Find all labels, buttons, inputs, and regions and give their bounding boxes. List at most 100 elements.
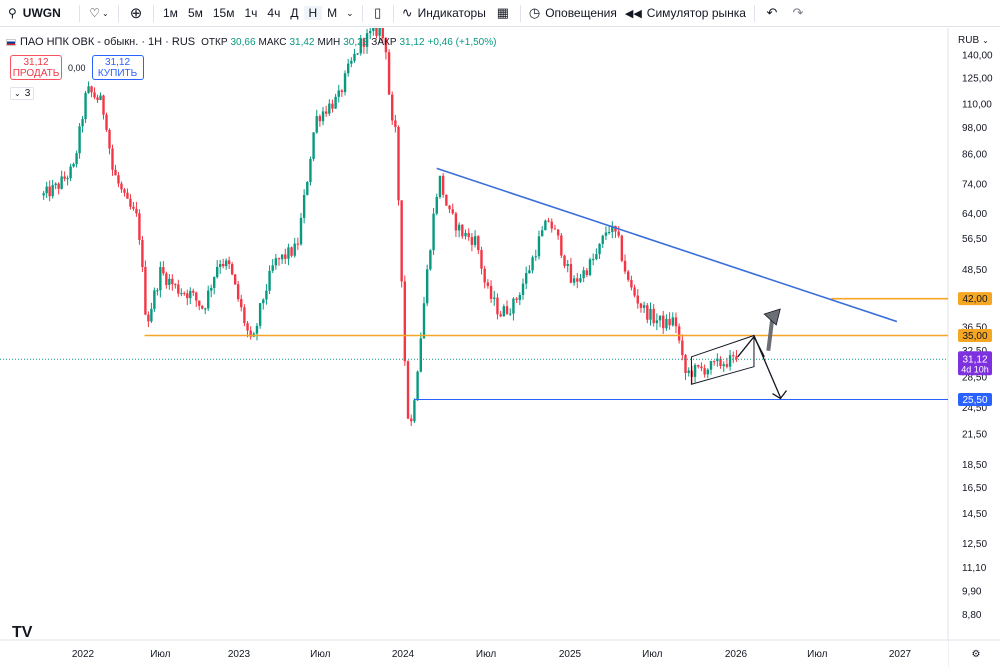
add-symbol-icon[interactable]: ⊕ — [129, 5, 143, 22]
bar-countdown-label: 4d 10h — [961, 364, 989, 374]
plot-area[interactable] — [0, 28, 948, 427]
separator — [153, 4, 154, 22]
alarm-clock-icon: ◷ — [528, 5, 541, 20]
alerts-button[interactable]: ◷ Оповещения — [525, 0, 621, 27]
price-chart[interactable]: 140,00 125,00 110,00 98,00 86,00 74,00 64,00 56… — [0, 28, 1000, 667]
candle-body — [722, 364, 725, 367]
x-tick-label: 2022 — [72, 649, 95, 660]
trade-buttons: 31,12 ПРОДАТЬ 0,00 31,12 КУПИТЬ — [10, 55, 144, 80]
candle-body — [521, 283, 525, 295]
alerts-label: Оповещения — [545, 6, 617, 20]
x-tick-label: Июл — [150, 649, 170, 660]
candle-body — [550, 221, 553, 229]
chevron-down-icon[interactable]: ⌄ — [346, 7, 354, 18]
candle-body — [343, 73, 347, 93]
candle-body — [604, 232, 608, 236]
candle-body — [537, 236, 541, 257]
timeframe-5[interactable]: Д — [290, 6, 299, 20]
symbol-search[interactable]: ⚲ UWGN — [0, 0, 75, 27]
candle-body — [630, 279, 633, 288]
candle-body — [665, 318, 668, 329]
separator — [519, 4, 521, 22]
undo-icon[interactable]: ↶ — [766, 5, 778, 20]
candle-body — [582, 270, 585, 279]
settings-gear-icon[interactable]: ⚙ — [972, 649, 981, 660]
candle-body — [375, 28, 378, 36]
buy-button[interactable]: 31,12 КУПИТЬ — [91, 55, 144, 80]
indicators-collapse-toggle[interactable]: ⌄ 3 — [10, 87, 35, 100]
currency-selector[interactable]: RUB ⌄ — [958, 35, 989, 46]
tradingview-logo-icon[interactable]: TV — [12, 624, 33, 641]
x-tick-label: Июл — [642, 649, 662, 660]
close-label: ЗАКР — [371, 36, 397, 48]
candle-body — [216, 266, 219, 278]
candle-body — [230, 263, 234, 275]
level-label-1: 35,00 — [962, 331, 987, 342]
candles-icon[interactable]: ▯ — [374, 5, 382, 20]
candle-body — [66, 178, 69, 180]
candle-body — [126, 192, 129, 199]
replay-button[interactable]: ◀◀ Симулятор рынка — [621, 0, 750, 27]
timeframe-4[interactable]: 4ч — [267, 6, 281, 20]
candle-body — [464, 232, 467, 237]
candle-body — [240, 299, 243, 308]
x-tick-label: 2025 — [559, 649, 582, 660]
timeframe-2[interactable]: 15м — [212, 6, 235, 20]
candle-body — [284, 254, 287, 259]
candle-body — [144, 267, 147, 315]
candle-body — [340, 90, 344, 93]
indicator-count: 3 — [24, 88, 31, 99]
candle-body — [353, 53, 356, 61]
candle-body — [315, 116, 318, 133]
timeframe-6[interactable]: Н — [303, 6, 323, 20]
spread-value: 0,00 — [68, 63, 86, 73]
ohlc-values: ОТКР 30,66 МАКС 31,42 МИН 30,28 ЗАКР 31,12 +… — [201, 37, 496, 48]
sell-button[interactable]: 31,12 ПРОДАТЬ — [10, 55, 62, 80]
candle-body — [129, 198, 132, 207]
candle-body — [693, 365, 697, 377]
price-axis[interactable] — [948, 28, 1000, 667]
candle-body — [496, 297, 499, 315]
indicators-button[interactable]: ∿ Индикаторы — [398, 0, 490, 27]
candle-body — [258, 303, 262, 326]
open-value: 30,66 — [230, 36, 256, 48]
candle-body — [425, 269, 429, 304]
y-tick-label: 98,00 — [962, 123, 987, 134]
timeframe-1[interactable]: 5м — [187, 6, 203, 20]
redo-icon[interactable]: ↷ — [792, 5, 804, 20]
candle-body — [534, 256, 537, 258]
candle-body — [493, 297, 496, 299]
timeframe-0[interactable]: 1м — [163, 6, 178, 20]
candle-body — [454, 213, 458, 231]
timeframe-3[interactable]: 1ч — [244, 6, 258, 20]
candle-body — [150, 308, 153, 322]
candle-body — [108, 129, 111, 149]
timeframe-7[interactable]: М — [327, 6, 338, 20]
low-label: МИН — [317, 36, 341, 48]
candle-body — [706, 369, 710, 375]
favorites-icon[interactable]: ♡ ⌄ — [89, 6, 109, 20]
candle-body — [183, 293, 186, 295]
x-tick-label: Июл — [310, 649, 330, 660]
y-tick-label: 9,90 — [962, 586, 982, 597]
candle-body — [141, 239, 144, 268]
close-value: 31,12 — [399, 36, 425, 48]
candle-body — [400, 200, 403, 282]
candle-body — [617, 231, 620, 236]
sell-price: 31,12 — [23, 56, 49, 68]
candle-body — [42, 193, 45, 196]
layouts-icon[interactable]: ▦ — [496, 5, 509, 20]
candle-body — [84, 92, 87, 120]
candle-body — [422, 303, 426, 339]
candle-body — [697, 365, 700, 367]
candle-body — [572, 278, 576, 283]
candle-body — [321, 111, 325, 122]
y-tick-label: 14,50 — [962, 509, 987, 520]
candle-body — [384, 38, 388, 53]
candle-body — [63, 176, 66, 179]
time-axis[interactable] — [0, 640, 948, 667]
last-price-label: 31,12 — [962, 354, 987, 365]
candle-body — [512, 298, 515, 314]
y-tick-label: 86,00 — [962, 149, 987, 160]
candle-body — [540, 230, 544, 237]
